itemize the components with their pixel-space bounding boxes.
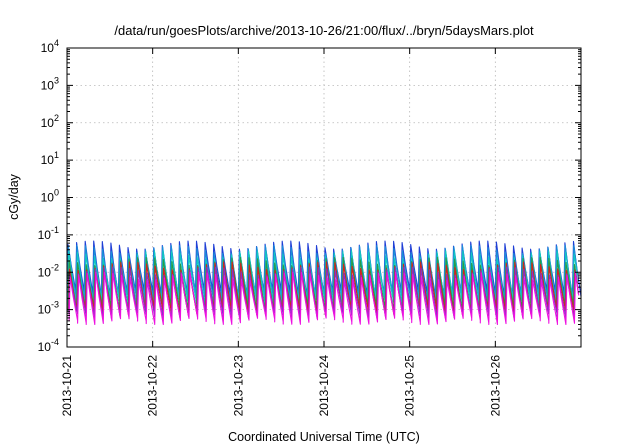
data-series-line <box>68 271 580 326</box>
tick-layer: 10410310210110010-110-210-310-42013-10-2… <box>38 38 581 416</box>
y-tick-label: 100 <box>41 188 59 205</box>
y-tick-label: 101 <box>41 150 59 167</box>
series-layer <box>66 240 582 326</box>
y-axis-label: cGy/day <box>7 173 21 220</box>
chart-title: /data/run/goesPlots/archive/2013-10-26/2… <box>114 23 534 38</box>
y-tick-label: 103 <box>41 75 59 92</box>
y-tick-label: 10-1 <box>38 225 59 242</box>
x-tick-label: 2013-10-25 <box>403 355 417 417</box>
x-tick-label: 2013-10-24 <box>317 355 331 417</box>
x-tick-label: 2013-10-26 <box>488 355 502 417</box>
y-tick-label: 104 <box>41 38 59 55</box>
x-tick-label: 2013-10-22 <box>146 355 160 417</box>
x-tick-label: 2013-10-21 <box>60 355 74 417</box>
y-tick-label: 10-3 <box>38 300 59 317</box>
x-tick-label: 2013-10-23 <box>231 355 245 417</box>
y-tick-label: 10-4 <box>38 337 59 354</box>
y-tick-label: 10-2 <box>38 262 59 279</box>
y-tick-label: 102 <box>41 113 59 130</box>
x-axis-label: Coordinated Universal Time (UTC) <box>228 430 420 444</box>
